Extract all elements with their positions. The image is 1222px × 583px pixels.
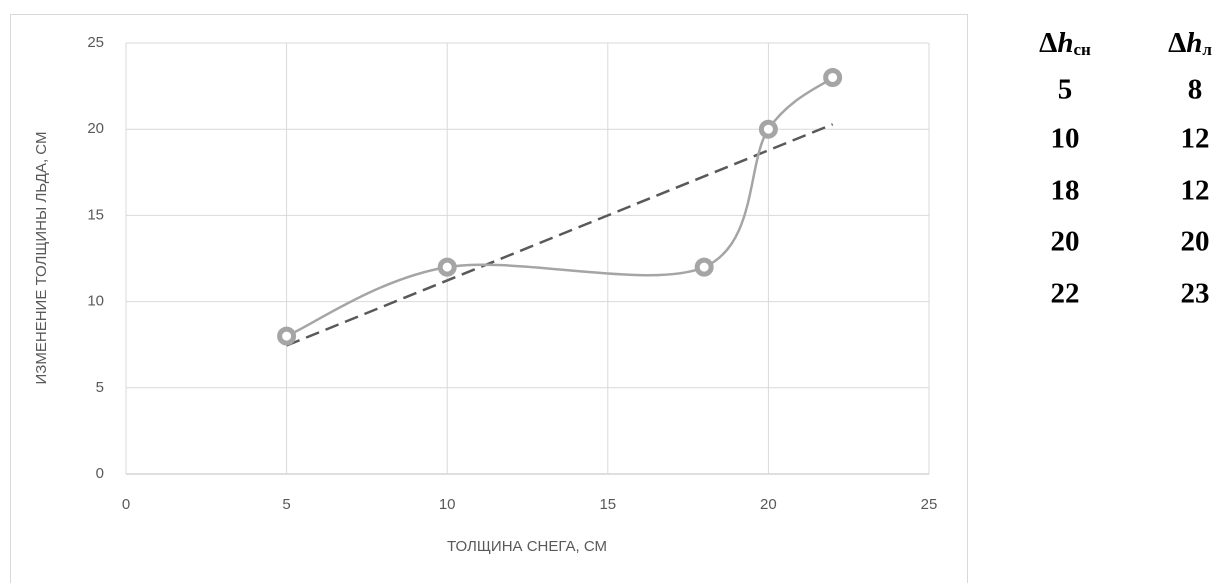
table-cell: 20	[1181, 226, 1210, 258]
x-tick-label: 0	[122, 496, 130, 513]
table-cell: 18	[1051, 175, 1080, 207]
data-point	[277, 326, 297, 346]
y-tick-label: 10	[87, 293, 104, 310]
data-point	[437, 257, 457, 277]
header-symbol: Δ	[1168, 27, 1186, 59]
y-axis-label: ИЗМЕНЕНИЕ ТОЛЩИНЫ ЛЬДА, СМ	[33, 132, 50, 385]
x-tick-label: 20	[760, 496, 777, 513]
x-tick-label: 10	[439, 496, 456, 513]
table-cell: 8	[1188, 74, 1203, 106]
table-cell: 20	[1051, 226, 1080, 258]
data-point	[694, 257, 714, 277]
x-tick-label: 5	[282, 496, 290, 513]
table-header: Δhсн	[1039, 27, 1091, 59]
header-variable: h	[1057, 27, 1073, 59]
table-cell: 12	[1181, 123, 1210, 155]
x-tick-label: 15	[599, 496, 616, 513]
header-subscript: л	[1202, 40, 1212, 59]
header-subscript: сн	[1073, 40, 1091, 59]
trendline	[286, 123, 834, 347]
header-variable: h	[1186, 27, 1202, 59]
y-tick-label: 0	[96, 465, 104, 482]
x-tick-label: 25	[921, 496, 938, 513]
table-cell: 23	[1181, 278, 1210, 310]
table-cell: 5	[1058, 74, 1073, 106]
y-tick-label: 15	[87, 206, 104, 223]
y-tick-label: 25	[87, 34, 104, 51]
y-tick-label: 20	[87, 120, 104, 137]
data-point	[823, 67, 843, 87]
table-header: Δhл	[1168, 27, 1212, 59]
table-cell: 10	[1051, 123, 1080, 155]
table-cell: 22	[1051, 278, 1080, 310]
data-point	[758, 119, 778, 139]
x-axis-label: ТОЛЩИНА СНЕГА, СМ	[447, 538, 607, 555]
header-symbol: Δ	[1039, 27, 1057, 59]
chart-frame	[10, 14, 968, 583]
table-cell: 12	[1181, 175, 1210, 207]
y-tick-label: 5	[96, 379, 104, 396]
